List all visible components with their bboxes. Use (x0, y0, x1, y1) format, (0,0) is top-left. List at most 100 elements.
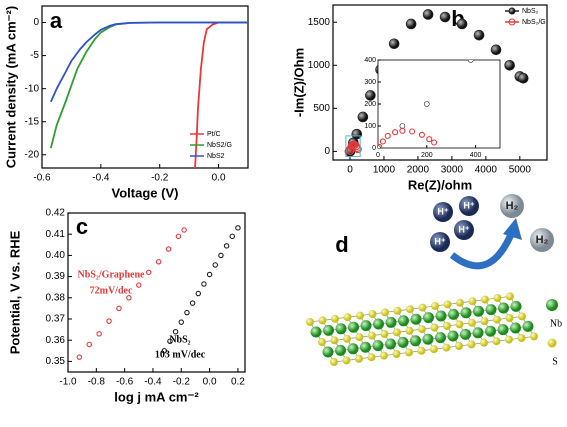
panel-label: c (76, 214, 88, 239)
legend-label: NbS2/G (207, 142, 232, 149)
s-atom (480, 339, 488, 347)
s-atom (443, 322, 451, 330)
nb-atom (498, 324, 509, 335)
data-point (176, 234, 180, 238)
s-atom (506, 314, 514, 322)
annotation: 103 mV/dec (155, 349, 206, 360)
nb-atom (385, 339, 396, 350)
x-tick-label: -0.4 (144, 377, 162, 388)
y-tick-label: 0.42 (46, 208, 66, 219)
data-point (505, 60, 515, 70)
x-tick-label: 5000 (509, 165, 532, 176)
nb-atom (386, 317, 397, 328)
s-atom (431, 324, 439, 332)
x-tick-label: 2000 (407, 165, 430, 176)
x-tick-label: 0.0 (212, 173, 226, 184)
hydrogen-label: H₂ (506, 200, 519, 212)
x-tick-label: -1.0 (59, 377, 77, 388)
legend-label: NbS₂/G (522, 19, 546, 26)
y-tick-label: -5 (30, 50, 39, 61)
y-tick-label: -20 (25, 149, 40, 160)
data-point (236, 226, 240, 230)
nb-atom (323, 347, 334, 358)
s-atom (318, 338, 326, 346)
data-point (406, 19, 416, 29)
data-point (117, 306, 121, 310)
nb-atom (398, 315, 409, 326)
x-tick-label: -0.2 (151, 173, 169, 184)
data-point (107, 319, 111, 323)
inset-x-tick-label: 0 (376, 152, 380, 159)
s-atom (481, 317, 489, 325)
nb-atom (423, 334, 434, 345)
inset-y-tick-label: 300 (364, 79, 376, 86)
data-point (179, 320, 183, 324)
s-atom (356, 333, 364, 341)
data-point (358, 112, 368, 122)
s-atom (306, 318, 314, 326)
nb-atom (348, 322, 359, 333)
s-legend-label: S (552, 356, 558, 367)
x-tick-label: -0.6 (116, 377, 134, 388)
data-point (365, 90, 375, 100)
s-atom (418, 325, 426, 333)
x-axis-label: log j mA cm⁻² (114, 389, 199, 404)
legend-label: Pt/C (207, 131, 221, 138)
proton-label: H⁺ (434, 236, 445, 246)
hydrogen-label: H₂ (536, 234, 549, 246)
data-point (182, 228, 186, 232)
y-tick-label: 500 (313, 103, 330, 114)
annotation: NbS₂ (169, 334, 190, 345)
data-point (474, 30, 484, 40)
data-point (376, 146, 381, 151)
s-atom (468, 319, 476, 327)
s-atom (331, 315, 339, 323)
data-point (185, 310, 189, 314)
x-tick-label: 1000 (373, 165, 396, 176)
s-atom (368, 332, 376, 340)
s-atom (393, 350, 401, 358)
s-legend-atom (548, 339, 557, 348)
data-point (196, 291, 200, 295)
s-atom (456, 320, 464, 328)
nb-atom (360, 342, 371, 353)
nb-atom (373, 340, 384, 351)
x-tick-label: 4000 (475, 165, 498, 176)
s-atom (431, 302, 439, 310)
proton-label: H⁺ (437, 206, 448, 216)
data-point (423, 9, 433, 19)
nb-atom (510, 323, 521, 334)
nb-atom (435, 332, 446, 343)
nb-atom (411, 314, 422, 325)
x-axis-label: Voltage (V) (112, 185, 179, 200)
y-tick-label: 0 (324, 146, 330, 157)
inset-y-tick-label: 200 (364, 101, 376, 108)
nb-atom (436, 311, 447, 322)
s-atom (380, 352, 388, 360)
s-atom (419, 304, 427, 312)
nb-atom (348, 343, 359, 354)
panel-label: a (50, 8, 63, 33)
s-atom (355, 355, 363, 363)
s-atom (518, 334, 526, 342)
panel-label: d (335, 232, 348, 257)
s-atom (493, 316, 501, 324)
nb-atom (361, 320, 372, 331)
s-atom (494, 294, 502, 302)
y-axis-label: Current density (mA cm⁻²) (3, 6, 18, 168)
x-tick-label: -0.4 (92, 173, 110, 184)
y-tick-label: 0.35 (46, 356, 66, 367)
s-atom (405, 348, 413, 356)
s-atom (394, 307, 402, 315)
data-point (457, 19, 467, 29)
nb-atom (511, 301, 522, 312)
s-atom (505, 336, 513, 344)
y-tick-label: 1500 (308, 17, 331, 28)
nb-legend-atom (546, 299, 558, 311)
s-atom (343, 335, 351, 343)
s-atom (418, 347, 426, 355)
nb-atom (336, 323, 347, 334)
data-point (518, 73, 528, 83)
